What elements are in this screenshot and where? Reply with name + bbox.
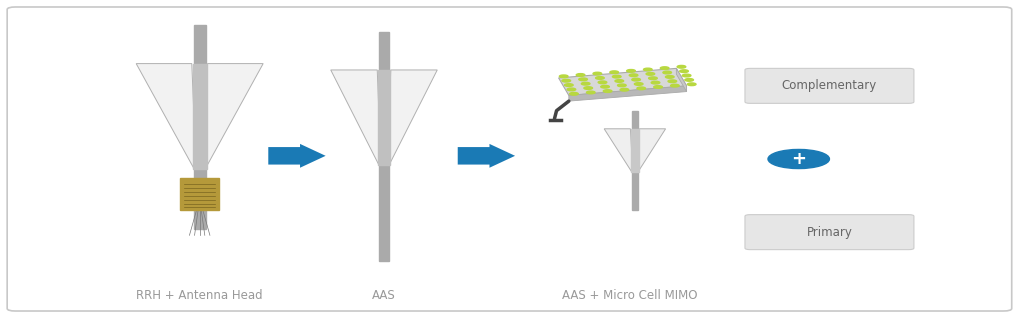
- Polygon shape: [268, 144, 326, 168]
- Polygon shape: [637, 129, 666, 172]
- Polygon shape: [136, 64, 197, 169]
- Circle shape: [610, 71, 618, 73]
- Text: AAS: AAS: [372, 289, 396, 302]
- Bar: [631, 129, 639, 172]
- Circle shape: [637, 87, 645, 90]
- Circle shape: [677, 66, 686, 68]
- Circle shape: [687, 83, 696, 86]
- Circle shape: [587, 91, 595, 94]
- Text: Complementary: Complementary: [781, 80, 878, 92]
- Bar: [194, 25, 206, 64]
- Circle shape: [646, 73, 654, 75]
- Circle shape: [663, 71, 672, 74]
- Circle shape: [671, 84, 679, 87]
- Bar: [180, 178, 219, 210]
- Circle shape: [562, 80, 570, 82]
- Text: +: +: [792, 150, 806, 168]
- Polygon shape: [387, 70, 437, 165]
- Circle shape: [593, 72, 602, 75]
- Polygon shape: [676, 68, 686, 92]
- FancyBboxPatch shape: [745, 68, 914, 103]
- Circle shape: [584, 87, 593, 89]
- Bar: [193, 64, 207, 169]
- Bar: [194, 169, 206, 229]
- Circle shape: [635, 83, 643, 85]
- Circle shape: [564, 84, 573, 86]
- Polygon shape: [604, 129, 633, 172]
- Text: Primary: Primary: [807, 226, 852, 238]
- Circle shape: [643, 68, 652, 71]
- Polygon shape: [569, 86, 686, 101]
- Circle shape: [653, 86, 663, 88]
- Circle shape: [612, 75, 621, 78]
- Bar: [379, 32, 389, 70]
- Bar: [632, 172, 638, 210]
- Circle shape: [582, 82, 590, 85]
- Text: AAS + Micro Cell MIMO: AAS + Micro Cell MIMO: [562, 289, 697, 302]
- Circle shape: [567, 88, 575, 91]
- Polygon shape: [203, 64, 263, 169]
- Polygon shape: [559, 68, 686, 95]
- Polygon shape: [458, 144, 515, 168]
- Circle shape: [627, 70, 635, 72]
- Circle shape: [660, 67, 669, 69]
- Circle shape: [603, 90, 612, 93]
- Circle shape: [596, 77, 604, 79]
- Circle shape: [668, 80, 677, 83]
- Circle shape: [615, 80, 624, 82]
- Circle shape: [617, 84, 626, 87]
- Circle shape: [648, 77, 657, 80]
- Circle shape: [598, 81, 607, 84]
- Circle shape: [651, 81, 659, 84]
- Circle shape: [621, 88, 629, 91]
- Bar: [632, 111, 638, 129]
- Circle shape: [601, 85, 609, 88]
- FancyBboxPatch shape: [7, 7, 1012, 311]
- Circle shape: [559, 75, 568, 78]
- Circle shape: [577, 74, 585, 76]
- Circle shape: [768, 149, 829, 169]
- Text: RRH + Antenna Head: RRH + Antenna Head: [136, 289, 263, 302]
- Circle shape: [632, 78, 640, 81]
- Circle shape: [579, 78, 588, 81]
- Circle shape: [630, 74, 638, 77]
- Bar: [379, 165, 389, 261]
- FancyBboxPatch shape: [745, 215, 914, 250]
- Bar: [378, 70, 390, 165]
- Circle shape: [569, 93, 579, 95]
- Circle shape: [685, 79, 693, 81]
- Polygon shape: [331, 70, 381, 165]
- Circle shape: [682, 74, 691, 77]
- Circle shape: [680, 70, 688, 73]
- Circle shape: [666, 76, 674, 78]
